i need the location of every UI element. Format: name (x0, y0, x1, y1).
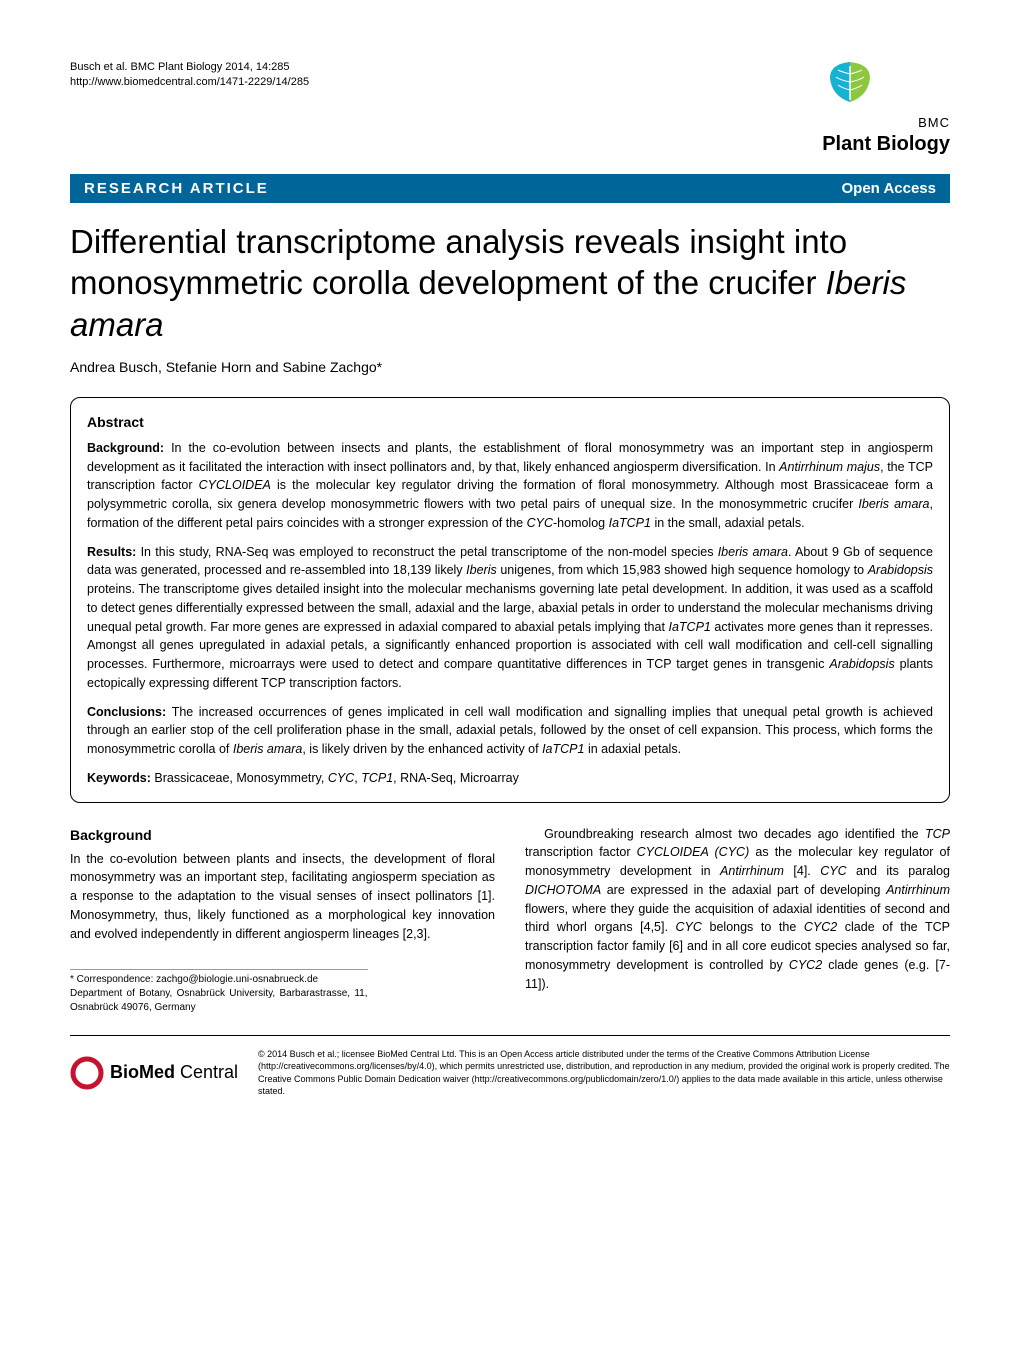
journal-logo: BMC Plant Biology (822, 60, 950, 156)
abstract-heading: Abstract (87, 412, 933, 433)
conclusions-label: Conclusions: (87, 705, 172, 719)
correspondence-address: Department of Botany, Osnabrück Universi… (70, 987, 368, 1015)
bmc-leaf-icon (822, 60, 878, 108)
citation-text: Busch et al. BMC Plant Biology 2014, 14:… (70, 60, 309, 75)
abstract-keywords: Keywords: Brassicaceae, Monosymmetry, CY… (87, 769, 933, 788)
abstract-conclusions: Conclusions: The increased occurrences o… (87, 703, 933, 759)
left-col-text: In the co-evolution between plants and i… (70, 850, 495, 944)
license-text: © 2014 Busch et al.; licensee BioMed Cen… (258, 1048, 950, 1097)
header-row: Busch et al. BMC Plant Biology 2014, 14:… (70, 60, 950, 156)
biomed-central-logo: BioMed Central (70, 1056, 238, 1090)
bmc-logo-text: BioMed Central (110, 1062, 238, 1083)
abstract-results: Results: In this study, RNA-Seq was empl… (87, 543, 933, 693)
footer-row: BioMed Central © 2014 Busch et al.; lice… (70, 1035, 950, 1097)
left-column: Background In the co-evolution between p… (70, 825, 495, 1016)
correspondence-email: * Correspondence: zachgo@biologie.uni-os… (70, 973, 368, 987)
page-root: Busch et al. BMC Plant Biology 2014, 14:… (0, 0, 1020, 1137)
banner-right: Open Access (842, 180, 937, 197)
results-text: In this study, RNA-Seq was employed to r… (87, 545, 933, 690)
keywords-text: Brassicaceae, Monosymmetry, CYC, TCP1, R… (154, 771, 518, 785)
citation-url: http://www.biomedcentral.com/1471-2229/1… (70, 75, 309, 90)
banner-left: RESEARCH ARTICLE (84, 180, 269, 197)
right-column: Groundbreaking research almost two decad… (525, 825, 950, 1016)
background-text: In the co-evolution between insects and … (87, 441, 933, 530)
abstract-background: Background: In the co-evolution between … (87, 439, 933, 533)
author-list: Andrea Busch, Stefanie Horn and Sabine Z… (70, 359, 950, 375)
bmc-circle-icon (70, 1056, 104, 1090)
logo-text: BMC Plant Biology (822, 110, 950, 156)
body-columns: Background In the co-evolution between p… (70, 825, 950, 1016)
correspondence-block: * Correspondence: zachgo@biologie.uni-os… (70, 969, 368, 1015)
background-section-heading: Background (70, 825, 495, 846)
logo-main: Plant Biology (822, 133, 950, 155)
bmc-bio: BioMed (110, 1062, 175, 1082)
abstract-box: Abstract Background: In the co-evolution… (70, 397, 950, 803)
title-text: Differential transcriptome analysis reve… (70, 223, 847, 301)
header-citation: Busch et al. BMC Plant Biology 2014, 14:… (70, 60, 309, 91)
conclusions-text: The increased occurrences of genes impli… (87, 705, 933, 757)
bmc-central: Central (175, 1062, 238, 1082)
keywords-label: Keywords: (87, 771, 154, 785)
article-type-banner: RESEARCH ARTICLE Open Access (70, 174, 950, 203)
results-label: Results: (87, 545, 141, 559)
background-label: Background: (87, 441, 171, 455)
logo-prefix: BMC (918, 115, 950, 130)
article-title: Differential transcriptome analysis reve… (70, 221, 950, 345)
right-col-text: Groundbreaking research almost two decad… (525, 825, 950, 994)
